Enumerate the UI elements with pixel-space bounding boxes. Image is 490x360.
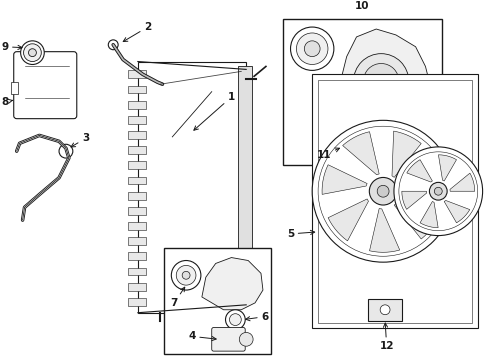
Bar: [128, 86, 146, 94]
Bar: [128, 177, 146, 184]
Text: 8: 8: [1, 97, 13, 107]
Text: 4: 4: [188, 331, 216, 341]
FancyBboxPatch shape: [212, 328, 245, 351]
Circle shape: [229, 314, 241, 325]
Circle shape: [108, 40, 118, 50]
Polygon shape: [322, 165, 367, 194]
Polygon shape: [394, 203, 440, 239]
Bar: [128, 146, 146, 154]
Circle shape: [291, 27, 334, 71]
Text: 6: 6: [245, 312, 269, 321]
Circle shape: [312, 120, 454, 262]
Polygon shape: [328, 199, 368, 241]
Circle shape: [225, 310, 245, 329]
Text: 9: 9: [1, 42, 22, 52]
Circle shape: [364, 63, 399, 99]
Polygon shape: [369, 208, 400, 252]
Bar: [128, 283, 146, 291]
Polygon shape: [439, 155, 457, 181]
Circle shape: [172, 261, 201, 290]
Bar: [128, 101, 146, 109]
Text: 12: 12: [379, 323, 394, 351]
Polygon shape: [444, 201, 470, 223]
Polygon shape: [402, 191, 427, 210]
Bar: [128, 71, 146, 78]
Polygon shape: [450, 173, 475, 191]
Circle shape: [394, 147, 483, 235]
Bar: [283, 19, 442, 165]
Polygon shape: [401, 162, 444, 191]
Circle shape: [59, 144, 73, 158]
Circle shape: [429, 183, 447, 200]
Bar: [128, 267, 146, 275]
Text: 7: 7: [171, 287, 185, 308]
Bar: [128, 252, 146, 260]
Circle shape: [375, 75, 387, 87]
Bar: [165, 248, 271, 354]
Text: 5: 5: [287, 229, 315, 239]
Text: 11: 11: [317, 148, 340, 160]
Bar: [128, 116, 146, 124]
Text: 2: 2: [123, 22, 151, 41]
FancyBboxPatch shape: [14, 52, 77, 119]
Polygon shape: [343, 132, 379, 175]
Text: 10: 10: [355, 1, 369, 11]
Circle shape: [434, 187, 442, 195]
Polygon shape: [202, 257, 263, 310]
Circle shape: [377, 185, 389, 197]
Bar: [128, 131, 146, 139]
Bar: [368, 299, 402, 321]
Bar: [238, 67, 252, 308]
Circle shape: [296, 33, 328, 64]
Polygon shape: [392, 131, 421, 177]
Circle shape: [21, 41, 44, 64]
Polygon shape: [407, 160, 432, 182]
Circle shape: [369, 177, 397, 205]
Bar: [128, 192, 146, 200]
Circle shape: [239, 332, 253, 346]
Circle shape: [182, 271, 190, 279]
Circle shape: [354, 54, 409, 109]
Bar: [318, 80, 472, 323]
Circle shape: [28, 49, 36, 57]
Bar: [138, 62, 246, 313]
Bar: [128, 161, 146, 169]
Circle shape: [304, 41, 320, 57]
Bar: [128, 207, 146, 215]
Polygon shape: [337, 29, 430, 127]
Bar: [128, 298, 146, 306]
Bar: [11, 82, 18, 94]
Bar: [312, 74, 478, 328]
Bar: [128, 222, 146, 230]
Text: 3: 3: [71, 133, 89, 147]
Circle shape: [380, 305, 390, 315]
Circle shape: [24, 44, 41, 62]
Polygon shape: [420, 202, 438, 228]
Bar: [128, 237, 146, 245]
Circle shape: [176, 265, 196, 285]
Text: 1: 1: [194, 92, 235, 130]
